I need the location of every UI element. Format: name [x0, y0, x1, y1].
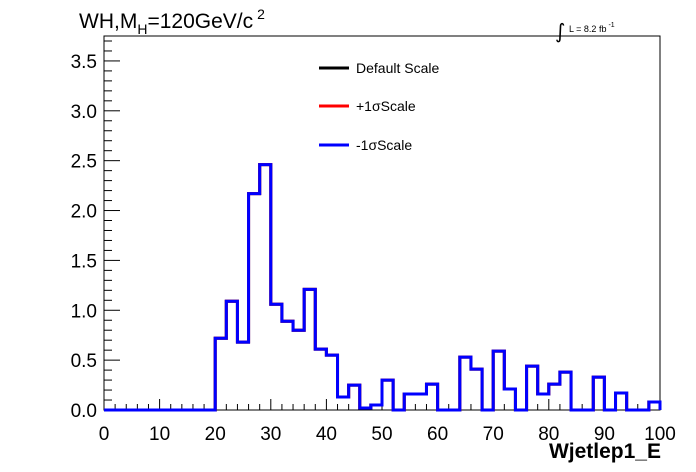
- x-tick-label: 80: [538, 424, 559, 445]
- y-tick-label: 0.5: [71, 351, 97, 372]
- chart-title-subscript: H: [137, 21, 147, 37]
- lumi-superscript: -1: [608, 22, 614, 29]
- x-tick-label: 20: [205, 424, 226, 445]
- x-tick-labels: 0 10 20 30 40 50 60 70 80 90 100: [99, 424, 676, 445]
- x-axis-label: Wjetlep1_E: [549, 440, 661, 463]
- chart-title-main: WH,M: [79, 10, 137, 33]
- x-tick-label: 50: [371, 424, 392, 445]
- x-tick-label: 100: [644, 424, 676, 445]
- y-tick-label: 3.0: [71, 102, 97, 123]
- legend-label-default-scale: Default Scale: [356, 60, 439, 76]
- x-tick-label: 30: [260, 424, 281, 445]
- y-tick-label: 2.5: [71, 152, 97, 173]
- y-tick-label: 0.0: [71, 401, 97, 422]
- x-tick-label: 70: [483, 424, 504, 445]
- chart-title-rest: =120GeV/c: [147, 10, 253, 33]
- legend-label-minus-1sigma-scale: -1σScale: [356, 137, 412, 153]
- lumi-label: L = 8.2 fb -1: [569, 22, 615, 34]
- series-layer: [104, 163, 662, 412]
- legend-label-plus-1sigma-scale: +1σScale: [356, 98, 416, 114]
- y-tick-label: 1.5: [71, 251, 97, 272]
- y-tick-label: 1.0: [71, 301, 97, 322]
- x-tick-label: 40: [316, 424, 337, 445]
- x-tick-label: 90: [594, 424, 615, 445]
- series-line-minus-1sigma-scale: [104, 163, 662, 412]
- y-tick-label: 2.0: [71, 202, 97, 223]
- y-tick-label: 3.5: [71, 52, 97, 73]
- lumi-integral-sign: ∫: [555, 19, 565, 43]
- lumi-text: L = 8.2 fb: [569, 24, 606, 34]
- chart-title: WH,MH=120GeV/c 2: [79, 6, 265, 37]
- chart-title-superscript: 2: [257, 6, 265, 22]
- x-tick-label: 0: [99, 424, 110, 445]
- x-tick-label: 60: [427, 424, 448, 445]
- x-tick-label: 10: [149, 424, 170, 445]
- y-tick-labels: 0.0 0.5 1.0 1.5 2.0 2.5 3.0 3.5: [71, 52, 97, 422]
- legend: Default Scale +1σScale -1σScale: [319, 60, 439, 153]
